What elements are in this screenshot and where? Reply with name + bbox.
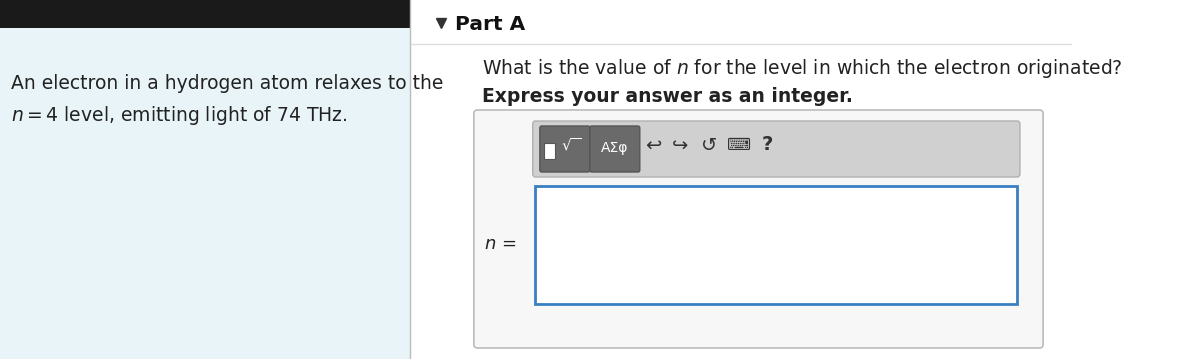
Text: ↺: ↺: [701, 135, 718, 154]
Text: ↩: ↩: [644, 135, 661, 154]
FancyBboxPatch shape: [590, 126, 640, 172]
Text: Part A: Part A: [455, 15, 526, 34]
Text: ⌨: ⌨: [727, 136, 751, 154]
Text: ↪: ↪: [672, 135, 688, 154]
Text: ΑΣφ: ΑΣφ: [601, 141, 629, 155]
Text: What is the value of $n$ for the level in which the electron originated?: What is the value of $n$ for the level i…: [482, 57, 1122, 80]
FancyBboxPatch shape: [540, 126, 590, 172]
Bar: [412, 0, 1070, 359]
Text: An electron in a hydrogen atom relaxes to the: An electron in a hydrogen atom relaxes t…: [11, 74, 443, 93]
Text: Express your answer as an integer.: Express your answer as an integer.: [482, 87, 853, 106]
FancyBboxPatch shape: [533, 121, 1020, 177]
Bar: [545, 143, 556, 159]
Bar: [0, 28, 410, 359]
Text: $n$ =: $n$ =: [485, 235, 517, 253]
Bar: [0, 0, 410, 28]
FancyBboxPatch shape: [474, 110, 1043, 348]
Text: ?: ?: [762, 135, 773, 154]
Text: $n = 4$ level, emitting light of 74 THz.: $n = 4$ level, emitting light of 74 THz.: [11, 104, 347, 127]
Text: $\sqrt{\ }$: $\sqrt{\ }$: [562, 136, 582, 154]
Bar: [535, 186, 1018, 304]
